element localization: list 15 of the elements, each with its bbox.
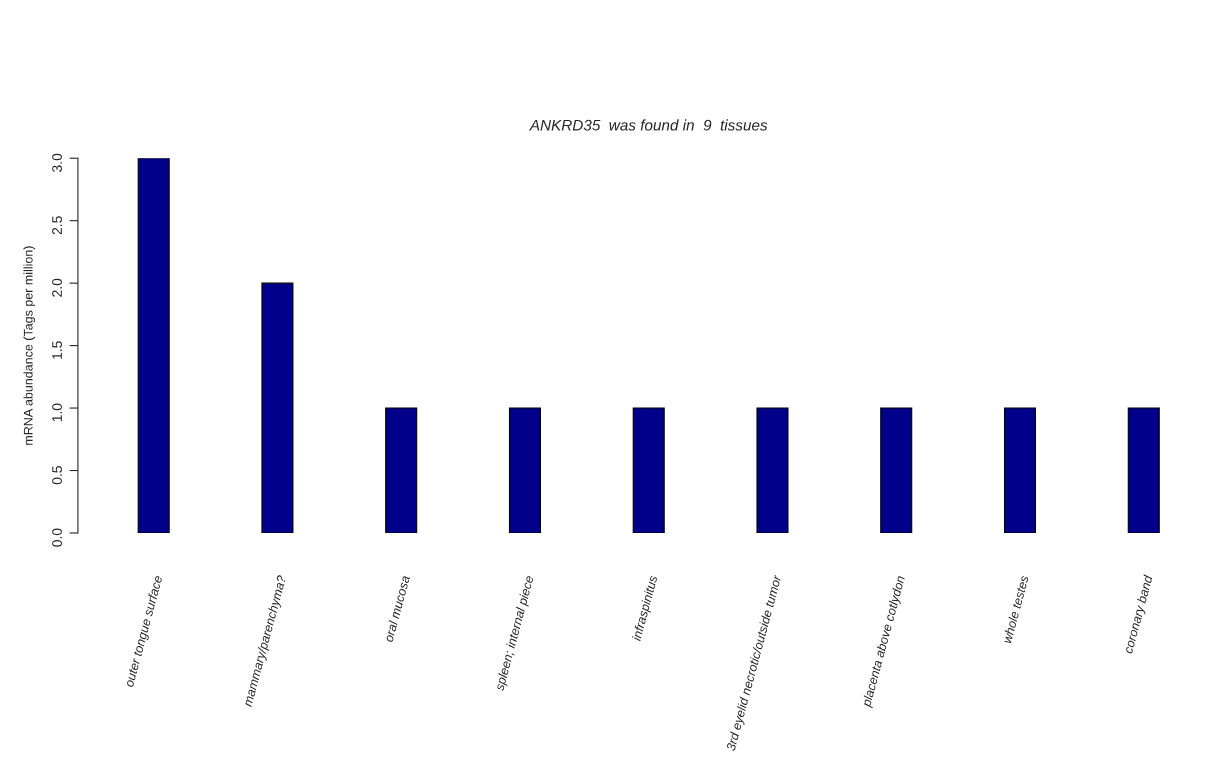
x-tick-label: placenta above cotlydon bbox=[861, 575, 908, 709]
y-tick-label: 2.5 bbox=[52, 216, 62, 235]
x-tick-label: coronary band bbox=[1123, 574, 1156, 655]
y-tick-label: 1.0 bbox=[52, 403, 62, 422]
y-tick-label: 3.0 bbox=[52, 153, 62, 172]
chart-title: ANKRD35 was found in 9 tissues bbox=[529, 119, 768, 131]
x-tick-label: outer tongue surface bbox=[124, 575, 165, 689]
y-tick-label: 0.0 bbox=[52, 528, 62, 547]
y-tick-label: 1.5 bbox=[52, 341, 62, 359]
y-axis-title: mRNA abundance (Tags per million) bbox=[23, 246, 36, 445]
y-tick-label: 2.0 bbox=[52, 278, 62, 297]
y-tick-label: 0.5 bbox=[52, 466, 62, 485]
x-tick-label: oral mucosa bbox=[383, 575, 410, 643]
x-tick-label: whole testes bbox=[1002, 574, 1029, 644]
x-tick-label: spleen; internal piece bbox=[494, 575, 537, 692]
